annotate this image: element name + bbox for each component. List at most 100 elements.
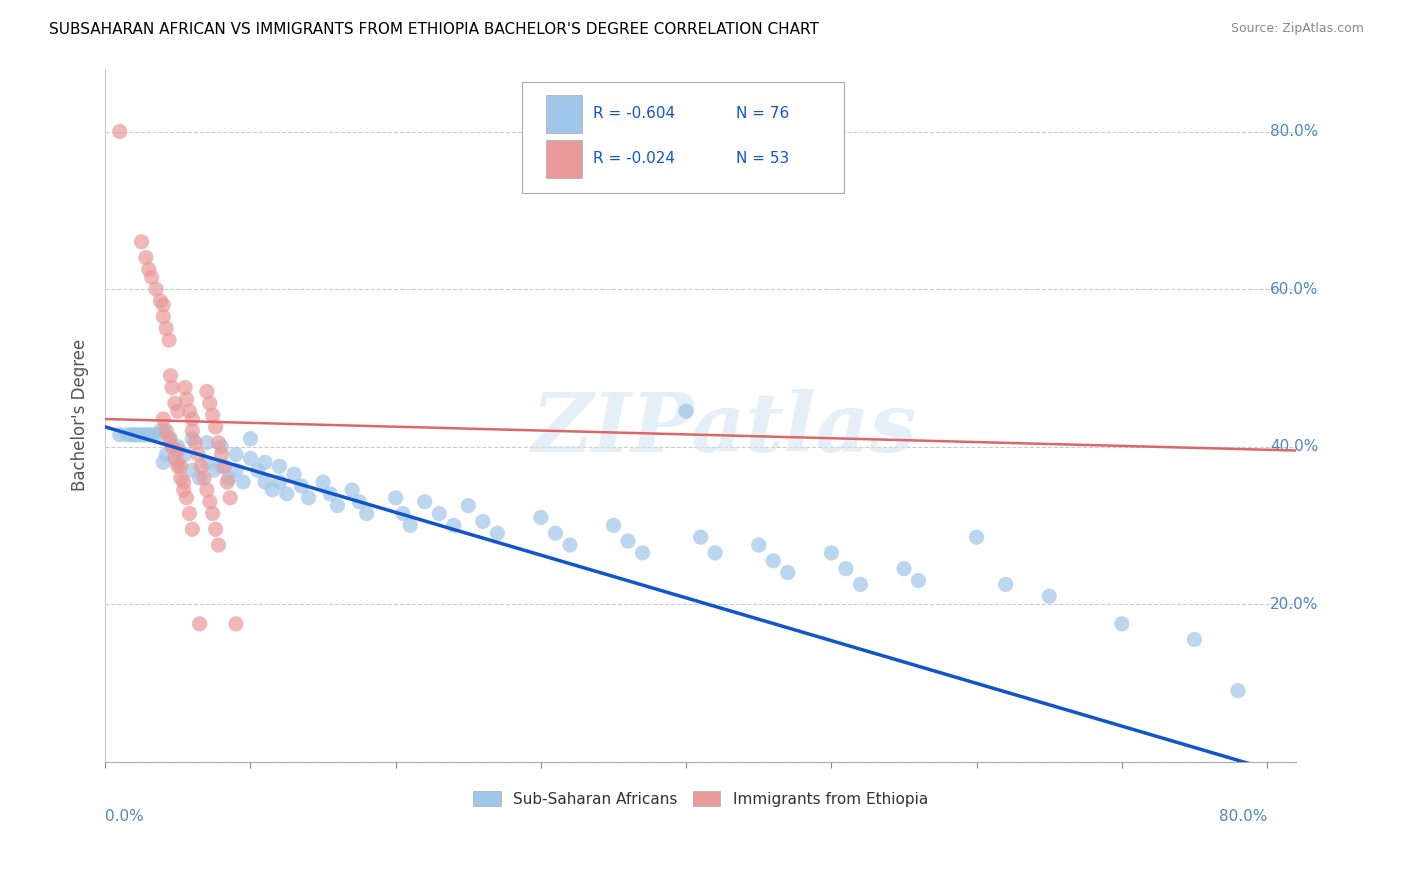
Point [312, 475, 335, 489]
Point [170, 459, 193, 474]
Text: 20.0%: 20.0% [1270, 597, 1319, 612]
Point [157, 333, 180, 347]
Point [188, 616, 211, 631]
Point [138, 427, 160, 442]
Point [893, 562, 915, 576]
Point [181, 424, 204, 438]
Point [399, 518, 422, 533]
Point [558, 538, 581, 552]
Legend: Sub-Saharan Africans, Immigrants from Ethiopia: Sub-Saharan Africans, Immigrants from Et… [467, 785, 934, 813]
Point [486, 526, 509, 541]
Point [135, 251, 157, 265]
Point [166, 459, 188, 474]
Point [127, 427, 149, 442]
Point [602, 518, 624, 533]
Text: N = 76: N = 76 [737, 106, 790, 121]
Point [120, 427, 142, 442]
Point [108, 427, 131, 442]
Point [1227, 683, 1250, 698]
Point [108, 124, 131, 138]
Point [181, 522, 204, 536]
Point [218, 471, 240, 485]
Point [188, 471, 211, 485]
Point [204, 522, 226, 536]
Text: 40.0%: 40.0% [1270, 439, 1319, 454]
Point [209, 447, 232, 461]
Point [195, 483, 218, 497]
Point [631, 546, 654, 560]
Point [413, 494, 436, 508]
Point [1184, 632, 1206, 647]
Point [115, 427, 138, 442]
Point [246, 463, 269, 477]
Point [319, 487, 342, 501]
Point [297, 491, 319, 505]
Point [835, 562, 858, 576]
FancyBboxPatch shape [522, 82, 844, 194]
Point [443, 518, 465, 533]
Point [159, 432, 181, 446]
Point [1038, 589, 1060, 603]
Point [283, 467, 305, 482]
Point [201, 408, 224, 422]
Point [193, 471, 215, 485]
Point [340, 483, 363, 497]
Point [253, 455, 276, 469]
Point [198, 396, 221, 410]
Point [163, 451, 186, 466]
Point [269, 475, 291, 489]
Point [179, 507, 201, 521]
Point [173, 475, 195, 489]
Point [202, 463, 225, 477]
Point [155, 424, 177, 438]
Point [152, 424, 174, 438]
Point [152, 455, 174, 469]
Point [201, 507, 224, 521]
Point [166, 455, 188, 469]
Point [198, 494, 221, 508]
Point [392, 507, 415, 521]
Point [349, 494, 371, 508]
Point [225, 463, 247, 477]
Point [181, 432, 204, 446]
Point [239, 432, 262, 446]
Point [239, 451, 262, 466]
Point [166, 440, 188, 454]
Point [195, 455, 218, 469]
Point [181, 463, 204, 477]
Point [427, 507, 450, 521]
Point [155, 321, 177, 335]
Point [131, 427, 153, 442]
Text: N = 53: N = 53 [737, 151, 790, 166]
Point [820, 546, 842, 560]
Point [776, 566, 799, 580]
Point [849, 577, 872, 591]
Text: 60.0%: 60.0% [1270, 282, 1319, 296]
Point [207, 538, 229, 552]
Point [190, 459, 212, 474]
Point [141, 270, 163, 285]
Point [166, 404, 188, 418]
Point [204, 420, 226, 434]
Point [326, 499, 349, 513]
Point [170, 471, 193, 485]
Point [141, 427, 163, 442]
Point [214, 459, 236, 474]
Point [689, 530, 711, 544]
Point [530, 510, 553, 524]
Point [966, 530, 988, 544]
Point [181, 412, 204, 426]
Point [152, 310, 174, 324]
Text: 80.0%: 80.0% [1270, 124, 1319, 139]
Point [173, 483, 195, 497]
Point [163, 396, 186, 410]
Point [131, 235, 153, 249]
Text: ZIPatlas: ZIPatlas [531, 389, 917, 469]
Point [176, 392, 198, 407]
Point [209, 440, 232, 454]
Point [179, 404, 201, 418]
Text: Source: ZipAtlas.com: Source: ZipAtlas.com [1230, 22, 1364, 36]
Point [907, 574, 929, 588]
Point [704, 546, 727, 560]
Point [675, 404, 697, 418]
